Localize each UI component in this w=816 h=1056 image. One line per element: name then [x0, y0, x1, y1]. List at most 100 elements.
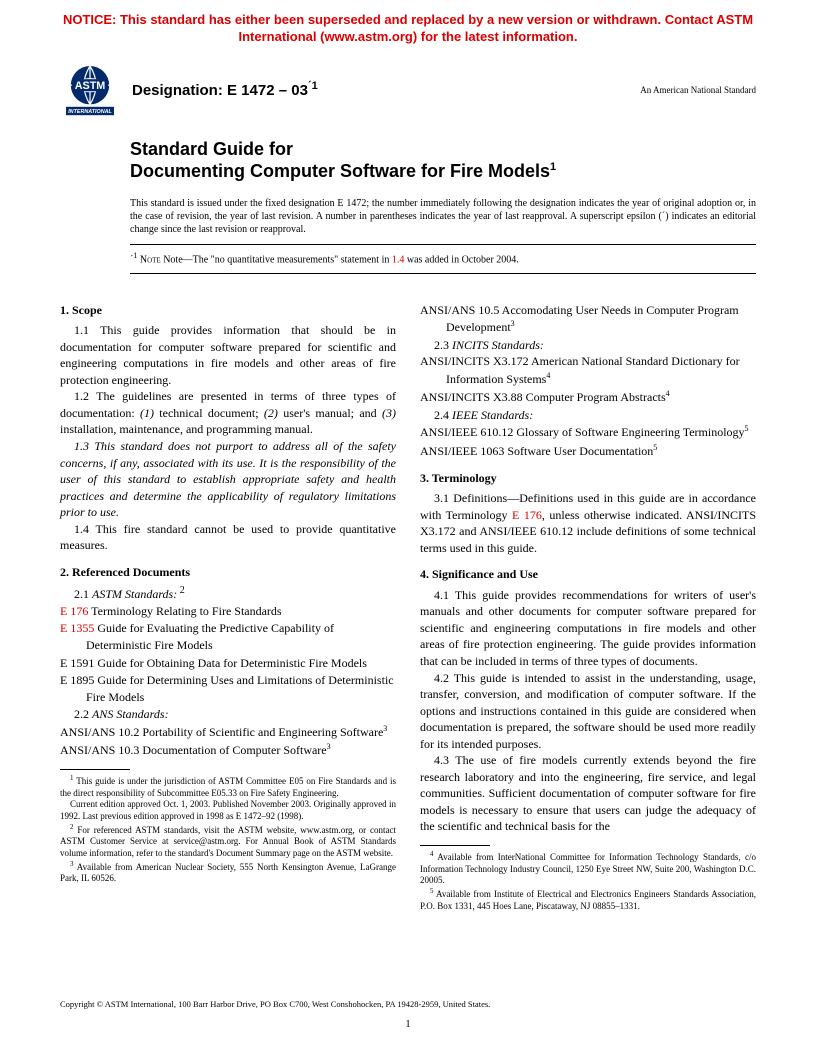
fn3t: Available from American Nuclear Society,… — [60, 862, 396, 884]
left-column: 1. Scope 1.1 This guide provides informa… — [60, 292, 396, 913]
x388s: 4 — [666, 389, 670, 398]
x3172: ANSI/INCITS X3.172 American National Sta… — [420, 354, 740, 386]
para-4-3: 4.3 The use of fire models currently ext… — [420, 752, 756, 835]
p13: 1.3 This standard does not purport to ad… — [60, 439, 396, 519]
designation-text: Designation: E 1472 – 03 — [132, 82, 308, 99]
right-column: ANSI/ANS 10.5 Accomodating User Needs in… — [420, 292, 756, 913]
title-block: Standard Guide for Documenting Computer … — [0, 120, 816, 274]
fn4t: Available from InterNational Committee f… — [420, 852, 756, 885]
para-1-3: 1.3 This standard does not purport to ad… — [60, 438, 396, 521]
ans-label: An American National Standard — [586, 84, 756, 96]
footnote-3: 3 Available from American Nuclear Societ… — [60, 860, 396, 885]
eps-lead: Note—The "no quantitative measurements" … — [161, 254, 392, 265]
eps-tail: was added in October 2004. — [404, 254, 518, 265]
s24n: 2.4 — [434, 408, 452, 422]
ref-ans103: ANSI/ANS 10.3 Documentation of Computer … — [60, 741, 396, 759]
s21n: 2.1 — [74, 587, 92, 601]
para-3-1: 3.1 Definitions—Definitions used in this… — [420, 490, 756, 556]
e176a: E 176 — [60, 604, 88, 618]
footnote-divider-left — [60, 769, 130, 770]
designation: Designation: E 1472 – 03´1 — [132, 79, 586, 101]
footnote-4: 4 Available from InterNational Committee… — [420, 850, 756, 887]
sub-2-1: 2.1 ASTM Standards: 2 — [60, 584, 396, 603]
p12d: installation, maintenance, and programmi… — [60, 422, 313, 436]
p12b: technical document; — [154, 406, 264, 420]
x3172s: 4 — [546, 371, 550, 380]
fn5t: Available from Institute of Electrical a… — [420, 889, 756, 911]
sub-2-2: 2.2 ANS Standards: — [60, 706, 396, 723]
header-row: ASTM INTERNATIONAL Designation: E 1472 –… — [0, 50, 816, 120]
notice-banner: NOTICE: This standard has either been su… — [0, 0, 816, 50]
s23n: 2.3 — [434, 338, 452, 352]
ans103s: 3 — [327, 742, 331, 751]
x388: ANSI/INCITS X3.88 Computer Program Abstr… — [420, 390, 666, 404]
ref-ieee610: ANSI/IEEE 610.12 Glossary of Software En… — [420, 423, 756, 441]
footnote-5: 5 Available from Institute of Electrical… — [420, 887, 756, 912]
title-line1: Standard Guide for — [130, 139, 293, 159]
issuance-note: This standard is issued under the fixed … — [130, 197, 756, 236]
section-1-head: 1. Scope — [60, 302, 396, 319]
sub-2-4: 2.4 IEEE Standards: — [420, 407, 756, 424]
ieee1063: ANSI/IEEE 1063 Software User Documentati… — [420, 444, 653, 458]
s21s: 2 — [177, 585, 185, 596]
ans102s: 3 — [383, 724, 387, 733]
ref-e1895: E 1895 Guide for Determining Uses and Li… — [60, 672, 396, 705]
columns: 1. Scope 1.1 This guide provides informa… — [0, 274, 816, 913]
e1355a: E 1355 — [60, 621, 94, 635]
ans105s: 3 — [511, 319, 515, 328]
footnote-1: 1 This guide is under the jurisdiction o… — [60, 774, 396, 799]
designation-epsilon: ´1 — [308, 80, 318, 92]
p12i3: (3) — [382, 406, 396, 420]
ieee610s: 5 — [745, 424, 749, 433]
ref-ans102: ANSI/ANS 10.2 Portability of Scientific … — [60, 723, 396, 741]
title-sup: 1 — [550, 161, 556, 173]
fn1a: This guide is under the jurisdiction of … — [60, 776, 396, 798]
fn2t: For referenced ASTM standards, visit the… — [60, 825, 396, 858]
svg-text:INTERNATIONAL: INTERNATIONAL — [68, 109, 112, 115]
e1355b: Guide for Evaluating the Predictive Capa… — [86, 621, 334, 652]
ans102: ANSI/ANS 10.2 Portability of Scientific … — [60, 725, 383, 739]
footnote-divider-right — [420, 845, 490, 846]
eps-ref: 1.4 — [392, 254, 405, 265]
e176b: Terminology Relating to Fire Standards — [88, 604, 281, 618]
p12i2: (2) — [264, 406, 278, 420]
ref-e176: E 176 Terminology Relating to Fire Stand… — [60, 603, 396, 620]
section-2-head: 2. Referenced Documents — [60, 564, 396, 581]
ref-x3172: ANSI/INCITS X3.172 American National Sta… — [420, 353, 756, 387]
astm-logo: ASTM INTERNATIONAL — [60, 60, 120, 120]
eps-sup: 1 — [133, 251, 137, 260]
section-3-head: 3. Terminology — [420, 470, 756, 487]
title-line2: Documenting Computer Software for Fire M… — [130, 161, 550, 181]
s21t: ASTM Standards: — [92, 587, 177, 601]
para-1-2: 1.2 The guidelines are presented in term… — [60, 388, 396, 438]
document-title: Standard Guide for Documenting Computer … — [130, 138, 756, 183]
ref-e1591: E 1591 Guide for Obtaining Data for Dete… — [60, 655, 396, 672]
ref-ieee1063: ANSI/IEEE 1063 Software User Documentati… — [420, 442, 756, 460]
ans103: ANSI/ANS 10.3 Documentation of Computer … — [60, 743, 327, 757]
copyright: Copyright © ASTM International, 100 Barr… — [60, 999, 756, 1010]
ref-e1355: E 1355 Guide for Evaluating the Predicti… — [60, 620, 396, 653]
footnote-2: 2 For referenced ASTM standards, visit t… — [60, 823, 396, 860]
footnote-1b: Current edition approved Oct. 1, 2003. P… — [60, 799, 396, 822]
ieee610: ANSI/IEEE 610.12 Glossary of Software En… — [420, 425, 745, 439]
para-1-1: 1.1 This guide provides information that… — [60, 322, 396, 388]
para-1-4: 1.4 This fire standard cannot be used to… — [60, 521, 396, 554]
eps-note-sc: Note — [140, 254, 161, 265]
ieee1063s: 5 — [653, 443, 657, 452]
svg-text:ASTM: ASTM — [75, 80, 106, 92]
s31r: E 176 — [512, 508, 542, 522]
p12c: user's manual; and — [278, 406, 382, 420]
ref-x388: ANSI/INCITS X3.88 Computer Program Abstr… — [420, 388, 756, 406]
para-4-1: 4.1 This guide provides recommendations … — [420, 587, 756, 670]
ans105: ANSI/ANS 10.5 Accomodating User Needs in… — [420, 303, 739, 335]
section-4-head: 4. Significance and Use — [420, 566, 756, 583]
para-4-2: 4.2 This guide is intended to assist in … — [420, 670, 756, 753]
s24t: IEEE Standards: — [452, 408, 533, 422]
sub-2-3: 2.3 INCITS Standards: — [420, 337, 756, 354]
page-number: 1 — [0, 1017, 816, 1032]
s23t: INCITS Standards: — [452, 338, 544, 352]
s22t: ANS Standards: — [92, 707, 169, 721]
s22n: 2.2 — [74, 707, 92, 721]
epsilon-note: ´1 Note Note—The "no quantitative measur… — [130, 244, 756, 274]
p12i1: (1) — [140, 406, 154, 420]
